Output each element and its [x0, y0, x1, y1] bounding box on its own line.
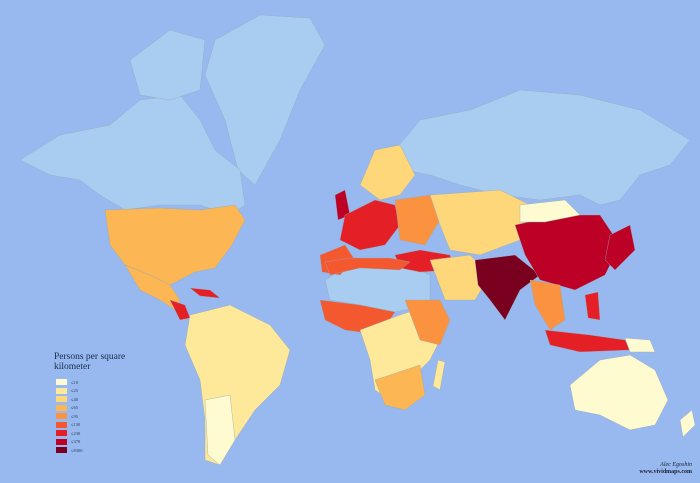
legend-item: ≤95	[56, 412, 154, 421]
india	[474, 254, 541, 321]
legend-swatch	[56, 421, 67, 428]
legend-items: ≤10 ≤25 ≤40 ≤65 ≤95 ≤130 ≤230 ≤370 ≤8300	[54, 378, 154, 455]
legend-title: Persons per square kilometer	[54, 352, 126, 372]
legend-item: ≤8300	[56, 446, 154, 455]
credit: Alec Egoshin www.vividmaps.com	[639, 462, 692, 476]
southern-africa	[374, 364, 426, 411]
legend-label: ≤230	[71, 430, 81, 436]
legend-item: ≤370	[56, 438, 154, 447]
legend-item: ≤40	[56, 395, 154, 404]
scandinavia	[359, 144, 416, 201]
legend-label: ≤8300	[71, 447, 83, 453]
legend-label: ≤130	[71, 422, 81, 428]
legend-label: ≤40	[71, 396, 78, 402]
legend: Persons per square kilometer ≤10 ≤25 ≤40 ≤6…	[54, 352, 154, 455]
legend-swatch	[56, 447, 67, 454]
new-zealand	[679, 409, 696, 438]
canada-alaska	[19, 94, 246, 216]
madagascar	[432, 359, 446, 391]
legend-label: ≤65	[71, 405, 78, 411]
russia	[394, 89, 691, 206]
greenland	[204, 14, 326, 186]
legend-swatch	[56, 430, 67, 437]
north-africa-coast	[324, 257, 411, 276]
legend-item: ≤10	[56, 378, 154, 387]
southeast-asia	[529, 279, 566, 331]
credit-author: Alec Egoshin	[660, 462, 692, 468]
central-asia	[429, 189, 531, 256]
caribbean	[189, 287, 221, 299]
east-africa	[404, 299, 451, 346]
papua	[624, 337, 656, 353]
legend-swatch	[56, 404, 67, 411]
australia	[569, 354, 669, 431]
arctic-islands	[129, 29, 206, 101]
eastern-europe	[394, 194, 441, 246]
legend-label: ≤10	[71, 379, 78, 385]
legend-item: ≤25	[56, 387, 154, 396]
legend-swatch	[56, 413, 67, 420]
legend-swatch	[56, 438, 67, 445]
legend-item: ≤130	[56, 421, 154, 430]
legend-swatch	[56, 379, 67, 386]
legend-swatch	[56, 396, 67, 403]
legend-label: ≤95	[71, 413, 78, 419]
legend-swatch	[56, 387, 67, 394]
western-europe	[339, 199, 401, 251]
philippines	[584, 291, 601, 321]
legend-item: ≤65	[56, 404, 154, 413]
credit-site[interactable]: www.vividmaps.com	[639, 469, 692, 475]
mongolia	[519, 199, 581, 223]
japan-korea	[604, 224, 636, 271]
legend-label: ≤25	[71, 388, 78, 394]
legend-label: ≤370	[71, 439, 81, 445]
legend-item: ≤230	[56, 429, 154, 438]
argentina-patagonia	[204, 394, 236, 466]
